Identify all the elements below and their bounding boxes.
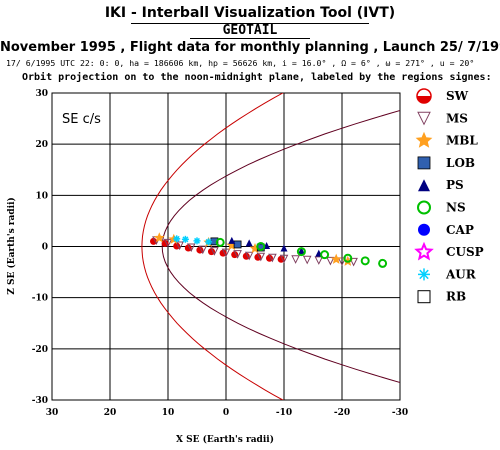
point-ns xyxy=(343,253,353,263)
x-tick-label: 10 xyxy=(162,408,175,418)
legend-label-rb: RB xyxy=(446,290,466,304)
x-tick-label: -20 xyxy=(334,408,350,418)
legend-label-cusp: CUSP xyxy=(446,245,484,259)
x-tick-label: 30 xyxy=(46,408,59,418)
point-ms xyxy=(163,238,173,248)
point-aur xyxy=(193,237,201,245)
legend-label-mbl: MBL xyxy=(446,134,478,148)
y-tick-label: 10 xyxy=(35,191,48,201)
point-cusp xyxy=(414,241,434,261)
point-ms xyxy=(302,255,312,265)
point-mbl xyxy=(330,253,342,264)
legend-label-ps: PS xyxy=(446,178,464,192)
point-ms xyxy=(233,250,242,259)
y-ticks: 30 20 10 0 -10 -20 -30 xyxy=(32,89,48,406)
point-ms xyxy=(198,245,208,255)
satellite-underline xyxy=(190,38,310,39)
point-mbl xyxy=(154,232,165,243)
point-ms xyxy=(291,255,300,264)
point-ns xyxy=(360,256,370,266)
point-ns xyxy=(296,247,306,257)
x-tick-label: -30 xyxy=(392,408,408,418)
x-tick-label: 20 xyxy=(104,408,117,418)
grid xyxy=(51,92,401,401)
point-ms xyxy=(210,247,219,256)
bow-shock-curve xyxy=(141,93,284,400)
data-points xyxy=(150,232,388,268)
point-lob xyxy=(233,240,242,249)
point-cap xyxy=(418,223,430,236)
satellite-name: GEOTAIL xyxy=(222,23,278,38)
point-ms xyxy=(326,256,335,266)
legend: SW MS MBL LOB PS NS CAP CUSP AUR RB xyxy=(414,88,484,304)
title-underline xyxy=(131,23,369,24)
point-ns xyxy=(256,242,266,251)
y-tick-label: -10 xyxy=(32,294,48,304)
orbit-params: 17/ 6/1995 UTC 22: 0: 0, ha = 186606 km,… xyxy=(6,58,475,68)
point-ms xyxy=(186,243,196,253)
point-ns xyxy=(417,200,431,215)
y-axis-label: Z SE (Earth's radii) xyxy=(6,197,17,295)
y-tick-label: 0 xyxy=(42,243,48,253)
point-aur xyxy=(181,235,189,243)
y-tick-label: 20 xyxy=(35,140,48,150)
legend-label-sw: SW xyxy=(446,89,469,103)
y-tick-label: -20 xyxy=(32,345,48,355)
y-tick-label: -30 xyxy=(32,396,48,406)
point-ms xyxy=(417,111,431,126)
subtitle: November 1995 , Flight data for monthly … xyxy=(0,40,500,55)
point-ps xyxy=(418,179,430,192)
magnetopause-curve xyxy=(161,109,400,383)
point-ms xyxy=(256,252,266,262)
point-ms xyxy=(244,251,254,261)
point-ns xyxy=(378,258,388,268)
point-aur xyxy=(205,238,213,246)
x-tick-label: 0 xyxy=(223,408,229,418)
point-ms xyxy=(337,257,347,266)
point-ms xyxy=(221,248,231,258)
point-aur xyxy=(173,235,181,243)
point-mbl xyxy=(415,131,433,148)
point-ms xyxy=(349,257,358,267)
legend-label-cap: CAP xyxy=(446,223,474,237)
legend-label-lob: LOB xyxy=(446,156,475,170)
x-tick-label: -10 xyxy=(276,408,292,418)
legend-marker-sw-fill xyxy=(417,96,431,103)
point-rb xyxy=(417,290,431,304)
point-ps xyxy=(245,239,253,247)
point-lob xyxy=(417,156,431,170)
point-ms xyxy=(175,241,184,251)
x-axis-label: X SE (Earth's radii) xyxy=(176,434,274,445)
x-ticks: 30 20 10 0 -10 -20 -30 xyxy=(46,408,408,418)
legend-label-aur: AUR xyxy=(445,267,477,281)
point-ps xyxy=(297,247,305,255)
y-tick-label: 30 xyxy=(35,89,48,99)
point-ns xyxy=(320,250,330,260)
point-ms xyxy=(268,253,277,263)
point-ns xyxy=(215,237,225,247)
point-ps xyxy=(228,236,236,244)
corner-label: SE c/s xyxy=(62,112,101,127)
point-ps xyxy=(280,244,288,252)
boundaries xyxy=(141,93,400,400)
app-title: IKI - Interball Visualization Tool (IVT) xyxy=(104,5,396,21)
point-ms xyxy=(279,254,289,264)
legend-label-ms: MS xyxy=(446,111,468,125)
point-sw xyxy=(150,237,157,245)
legend-label-ns: NS xyxy=(446,201,466,215)
point-aur xyxy=(418,268,430,281)
projection-caption: Orbit projection on to the noon-midnight… xyxy=(22,72,492,83)
point-ms xyxy=(314,256,324,265)
